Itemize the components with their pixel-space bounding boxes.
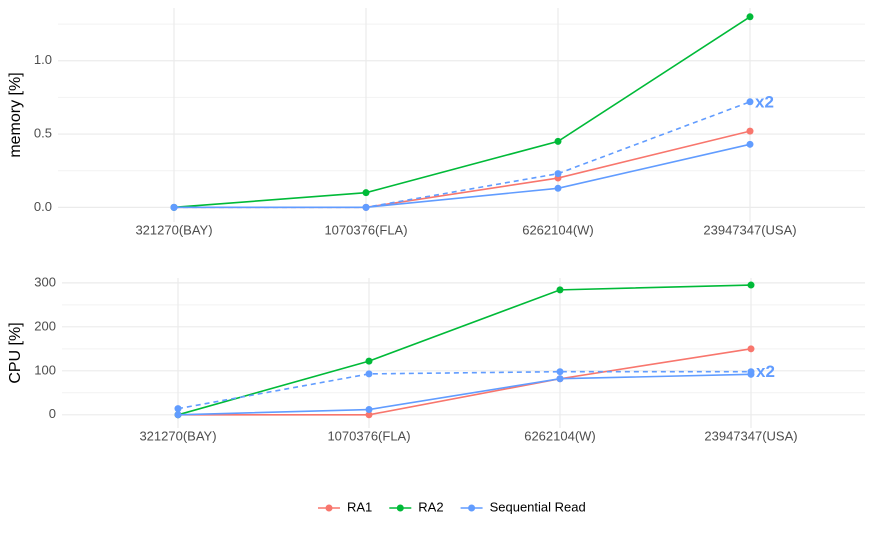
data-point [554,137,562,145]
series-line [177,284,752,416]
data-point [170,203,178,211]
legend-key-point [325,504,333,512]
data-point [556,368,564,376]
series-line [177,370,751,410]
y-tick-label: 0.5 [34,125,52,140]
data-point [362,189,370,197]
series-line [177,373,752,416]
data-point [365,357,373,365]
y-axis-title: CPU [%] [7,322,24,383]
y-axis-title: memory [%] [7,72,24,157]
data-point [747,345,755,353]
annotation: x2 [756,362,775,381]
data-point [174,411,182,419]
data-point [365,370,373,378]
data-point [556,375,564,383]
x-tick-label: 321270(BAY) [139,428,216,443]
data-point [746,140,754,148]
x-tick-label: 23947347(USA) [703,222,796,237]
legend-key-point [396,504,404,512]
legend-label: Sequential Read [490,499,586,514]
data-point [746,127,754,135]
series-line [174,101,751,209]
x-tick-label: 321270(BAY) [135,222,212,237]
legend-label: RA2 [418,499,443,514]
series-line [174,130,751,209]
data-point [365,406,373,414]
y-tick-label: 0.0 [34,199,52,214]
y-tick-label: 0 [49,406,56,421]
data-point [362,203,370,211]
y-tick-label: 300 [34,274,56,289]
data-point [747,368,755,376]
y-tick-label: 100 [34,362,56,377]
data-point [747,281,755,289]
legend: RA1 RA2 Sequential Read [318,499,586,514]
x-tick-label: 1070376(FLA) [327,428,410,443]
data-point [746,98,754,106]
x-tick-label: 6262104(W) [522,222,594,237]
data-point [365,411,373,419]
x-tick-label: 6262104(W) [524,428,596,443]
data-point [554,184,562,192]
x-tick-label: 23947347(USA) [704,428,797,443]
series-line [173,16,751,209]
y-tick-label: 1.0 [34,52,52,67]
y-tick-label: 200 [34,318,56,333]
data-point [174,405,182,413]
data-point [556,286,564,294]
x-tick-label: 1070376(FLA) [324,222,407,237]
data-point [746,13,754,21]
series-line [178,348,752,416]
legend-key-point [468,504,476,512]
series-line [174,143,751,209]
legend-label: RA1 [347,499,372,514]
annotation: x2 [755,92,774,111]
data-point [554,170,562,178]
